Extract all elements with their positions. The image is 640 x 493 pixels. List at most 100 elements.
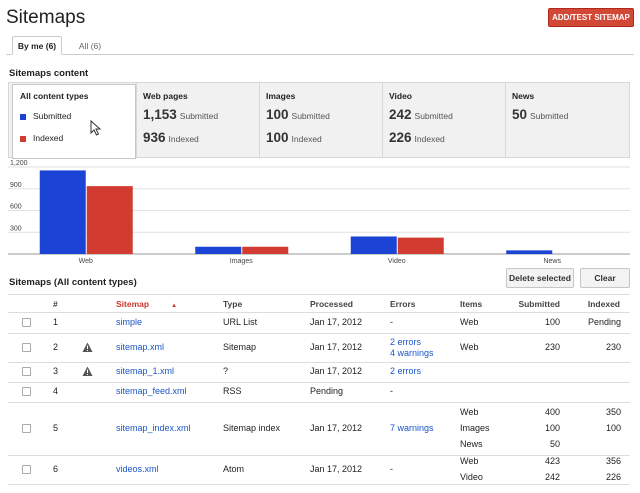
indexed-label: Indexed — [414, 134, 445, 144]
bar-submitted-web — [39, 170, 86, 254]
row-checkbox[interactable] — [22, 342, 31, 352]
errors-link[interactable]: 2 errors — [390, 336, 422, 347]
item-type: Web — [460, 406, 479, 417]
indexed-count: 100 — [266, 130, 289, 145]
tab-divider — [6, 54, 634, 55]
sitemap-link[interactable]: sitemap.xml — [116, 341, 165, 352]
row-checkbox[interactable] — [22, 387, 31, 396]
type-submitted: 1,153 Submitted — [143, 107, 218, 122]
item-type: Web — [460, 317, 479, 327]
col-header-type: Type — [223, 299, 243, 309]
type-all-content-selected[interactable] — [12, 84, 136, 159]
tab-by-me[interactable]: By me (6) — [12, 36, 62, 55]
x-tick-label: Web — [79, 258, 93, 265]
type-submitted: 100 Submitted — [266, 107, 330, 122]
sitemap-link[interactable]: simple — [116, 317, 143, 327]
item-indexed: 100 — [605, 422, 621, 433]
item-indexed: 226 — [605, 471, 621, 482]
clear-button[interactable]: Clear — [580, 268, 630, 288]
table-heading: Sitemaps (All content types) — [9, 277, 137, 288]
processed-date: Jan 17, 2012 — [310, 341, 363, 352]
item-type: Images — [460, 422, 490, 433]
row-checkbox[interactable] — [22, 423, 31, 433]
errors-text: - — [390, 317, 393, 327]
warning-icon — [82, 342, 93, 353]
add-test-sitemap-button[interactable]: ADD/TEST SITEMAP — [548, 8, 634, 27]
row-divider — [8, 333, 630, 334]
item-submitted: 100 — [544, 422, 560, 433]
y-tick-label: 900 — [10, 182, 22, 189]
type-indexed: 226 Indexed — [389, 130, 445, 145]
sitemap-link[interactable]: sitemap_feed.xml — [116, 386, 187, 396]
row-checkbox[interactable] — [22, 318, 31, 327]
sitemap-type: Atom — [223, 463, 245, 474]
type-submitted: 242 Submitted — [389, 107, 453, 122]
col-header-errors: Errors — [390, 299, 416, 309]
type-news[interactable]: News 50 Submitted — [505, 82, 630, 158]
item-submitted: 230 — [544, 341, 560, 352]
item-submitted: 242 — [544, 471, 560, 482]
legend-indexed-swatch — [20, 136, 26, 142]
row-number: 2 — [53, 341, 59, 352]
errors-text: - — [390, 463, 393, 474]
type-name: Video — [389, 91, 412, 101]
item-type: Video — [460, 471, 483, 482]
legend-indexed-label: Indexed — [33, 133, 64, 143]
col-header-items: Items — [460, 299, 483, 309]
row-number: 6 — [53, 463, 59, 474]
item-indexed: Pending — [587, 317, 621, 327]
submitted-label: Submitted — [179, 111, 219, 121]
tab-all[interactable]: All (6) — [78, 40, 102, 51]
type-web-pages[interactable]: Web pages 1,153 Submitted 936 Indexed — [136, 82, 259, 158]
processed-date: Pending — [310, 386, 344, 396]
sitemap-type: ? — [223, 366, 229, 376]
type-images[interactable]: Images 100 Submitted 100 Indexed — [259, 82, 382, 158]
errors-link[interactable]: 4 warnings — [390, 347, 434, 358]
type-submitted: 50 Submitted — [512, 107, 568, 122]
mouse-cursor-icon — [90, 120, 102, 136]
col-header-processed: Processed — [310, 299, 353, 309]
sitemap-link[interactable]: sitemap_1.xml — [116, 366, 175, 376]
indexed-label: Indexed — [168, 134, 199, 144]
bar-submitted-video — [350, 236, 397, 254]
errors-text: - — [390, 386, 393, 396]
processed-date: Jan 17, 2012 — [310, 422, 363, 433]
row-checkbox[interactable] — [22, 464, 31, 474]
col-header-sitemap-label: Sitemap — [116, 299, 150, 309]
col-header-submitted: Submitted — [518, 299, 560, 309]
row-number: 1 — [53, 317, 59, 327]
submitted-count: 50 — [512, 107, 528, 122]
warning-icon — [82, 366, 93, 377]
item-indexed: 350 — [605, 406, 621, 417]
delete-selected-button[interactable]: Delete selected — [506, 268, 574, 288]
row-checkbox[interactable] — [22, 367, 31, 376]
errors-link[interactable]: 7 warnings — [390, 422, 434, 433]
col-header-sitemap[interactable]: Sitemap ▲ — [116, 299, 177, 309]
submitted-label: Submitted — [414, 111, 453, 121]
submitted-count: 242 — [389, 107, 412, 122]
col-header-num: # — [53, 299, 58, 309]
indexed-count: 226 — [389, 130, 412, 145]
type-indexed: 936 Indexed — [143, 130, 199, 145]
y-tick-label: 600 — [10, 204, 22, 211]
page-title: Sitemaps — [6, 7, 86, 28]
type-indexed: 100 Indexed — [266, 130, 322, 145]
row-number: 4 — [53, 386, 59, 396]
indexed-label: Indexed — [291, 134, 322, 144]
row-number: 3 — [53, 366, 59, 376]
y-tick-label: 300 — [10, 225, 22, 232]
item-submitted: 100 — [544, 317, 560, 327]
type-video[interactable]: Video 242 Submitted 226 Indexed — [382, 82, 505, 158]
bar-indexed-video — [397, 237, 444, 254]
errors-link[interactable]: 2 errors — [390, 366, 422, 376]
bar-indexed-images — [242, 246, 289, 254]
type-name: Web pages — [143, 91, 188, 101]
processed-date: Jan 17, 2012 — [310, 366, 363, 376]
sitemap-link[interactable]: videos.xml — [116, 463, 159, 474]
row-divider — [8, 382, 630, 383]
sitemap-link[interactable]: sitemap_index.xml — [116, 422, 191, 433]
item-submitted: 50 — [549, 438, 560, 449]
processed-date: Jan 17, 2012 — [310, 317, 363, 327]
row-number: 5 — [53, 422, 59, 433]
item-submitted: 400 — [544, 406, 560, 417]
